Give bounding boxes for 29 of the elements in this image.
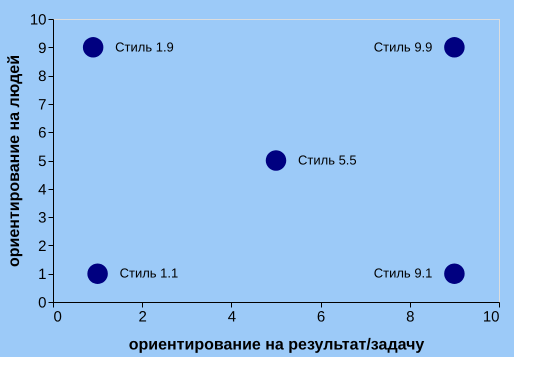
- annotation: Стиль 5.5: [298, 152, 357, 168]
- x-axis-title: ориентирование на результат/задачу: [128, 336, 424, 354]
- y-tick-label: 5: [38, 153, 46, 170]
- y-tick-label: 0: [38, 294, 46, 312]
- y-tick-label: 9: [38, 40, 46, 57]
- y-tick-label: 3: [38, 210, 46, 227]
- x-tick-label: 6: [316, 308, 326, 326]
- point: [444, 37, 465, 58]
- x-tick-label: 0: [54, 308, 62, 326]
- annotation: Стиль 9.1: [374, 266, 432, 281]
- point: [266, 150, 286, 171]
- x-tick-label: 2: [138, 308, 147, 326]
- point: [82, 37, 104, 58]
- annotation: Стиль 9.9: [374, 39, 432, 54]
- y-tick-label: 7: [38, 96, 46, 114]
- annotation: Стиль 1.9: [115, 39, 174, 54]
- x-tick-label: 8: [406, 308, 414, 326]
- annotation: Стиль 1.1: [120, 266, 178, 281]
- x-tick-label: 4: [228, 308, 236, 326]
- y-tick-label: 8: [38, 68, 46, 86]
- y-tick-label: 6: [38, 124, 46, 142]
- y-tick-label: 1: [38, 266, 46, 284]
- point: [444, 263, 465, 284]
- y-tick-label: 2: [38, 238, 46, 255]
- x-tick-label: 10: [482, 308, 500, 326]
- y-axis-title: ориентирование на людей: [6, 54, 23, 268]
- point: [87, 263, 108, 284]
- y-tick-label: 4: [38, 181, 46, 198]
- y-tick-label: 10: [30, 12, 46, 28]
